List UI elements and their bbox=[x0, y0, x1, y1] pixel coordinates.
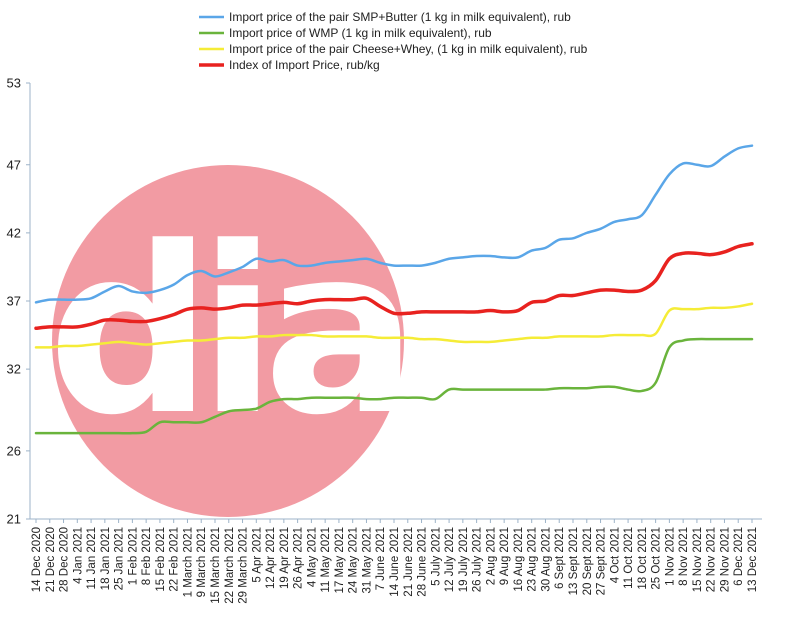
x-tick-label: 4 May 2021 bbox=[306, 527, 318, 587]
legend-entry: Import price of WMP (1 kg in milk equiva… bbox=[199, 26, 492, 40]
legend-entry: Import price of the pair Cheese+Whey, (1… bbox=[199, 42, 588, 56]
x-tick-label: 4 Oct 2021 bbox=[609, 527, 621, 583]
x-tick-label: 7 June 2021 bbox=[375, 527, 387, 590]
x-tick-label: 18 Jan 2021 bbox=[100, 527, 112, 590]
series-line-2 bbox=[34, 337, 754, 435]
x-tick-label: 21 Dec 2020 bbox=[45, 527, 57, 592]
dia-logo-watermark: dia bbox=[48, 165, 418, 517]
x-tick-label: 13 Sept 2021 bbox=[568, 527, 580, 595]
y-tick-label: 53 bbox=[7, 76, 21, 91]
series-layer bbox=[34, 144, 754, 435]
series-line-4 bbox=[34, 242, 754, 330]
x-tick-label: 18 Oct 2021 bbox=[637, 527, 649, 590]
legend-label: Import price of the pair SMP+Butter (1 k… bbox=[229, 10, 571, 24]
series-line-3 bbox=[34, 302, 754, 349]
x-tick-label: 29 March 2021 bbox=[238, 527, 250, 604]
x-tick-label: 11 May 2021 bbox=[320, 527, 332, 593]
y-tick-label: 21 bbox=[7, 512, 21, 527]
x-tick-label: 26 Apr 2021 bbox=[293, 527, 305, 589]
x-tick-label: 8 Nov 2021 bbox=[678, 527, 690, 586]
watermark-circle bbox=[52, 165, 404, 517]
x-tick-label: 30 Aug 2021 bbox=[540, 527, 552, 592]
x-tick-label: 11 Oct 2021 bbox=[623, 527, 635, 589]
x-tick-label: 19 July 2021 bbox=[458, 527, 470, 592]
x-tick-label: 15 Feb 2021 bbox=[155, 527, 167, 592]
watermark-text: dia bbox=[48, 199, 405, 466]
x-tick-label: 22 Nov 2021 bbox=[706, 527, 718, 592]
legend-entry: Index of Import Price, rub/kg bbox=[199, 58, 380, 72]
x-tick-label: 1 Nov 2021 bbox=[664, 527, 676, 586]
x-tick-label: 8 Feb 2021 bbox=[141, 527, 153, 585]
x-tick-label: 4 Jan 2021 bbox=[72, 527, 84, 584]
legend: Import price of the pair SMP+Butter (1 k… bbox=[199, 10, 588, 72]
legend-label: Import price of the pair Cheese+Whey, (1… bbox=[229, 42, 588, 56]
x-tick-label: 26 July 2021 bbox=[472, 527, 484, 592]
x-tick-label: 20 Sept 2021 bbox=[582, 527, 594, 595]
series-line-1 bbox=[34, 144, 754, 304]
x-tick-label: 1 March 2021 bbox=[182, 527, 194, 597]
x-tick-label: 19 Apr 2021 bbox=[279, 527, 291, 589]
legend-label: Index of Import Price, rub/kg bbox=[229, 58, 380, 72]
y-tick-label: 32 bbox=[7, 362, 21, 377]
x-tick-label: 6 Dec 2021 bbox=[733, 527, 745, 586]
x-tick-label: 22 Feb 2021 bbox=[169, 527, 181, 592]
x-tick-label: 16 Aug 2021 bbox=[513, 527, 525, 592]
x-tick-label: 12 Apr 2021 bbox=[265, 527, 277, 589]
x-tick-label: 29 Nov 2021 bbox=[719, 527, 731, 592]
x-tick-label: 22 March 2021 bbox=[224, 527, 236, 604]
y-tick-label: 47 bbox=[7, 157, 21, 172]
x-tick-label: 5 Apr 2021 bbox=[251, 527, 263, 583]
x-tick-label: 11 Jan 2021 bbox=[86, 527, 98, 589]
x-tick-label: 14 Dec 2020 bbox=[31, 527, 43, 592]
legend-entry: Import price of the pair SMP+Butter (1 k… bbox=[199, 10, 571, 24]
x-tick-label: 15 Nov 2021 bbox=[692, 527, 704, 592]
x-tick-label: 24 May 2021 bbox=[348, 527, 360, 594]
y-tick-label: 26 bbox=[7, 443, 21, 458]
x-tick-label: 17 May 2021 bbox=[334, 527, 346, 594]
x-tick-label: 28 June 2021 bbox=[417, 527, 429, 597]
y-tick-label: 42 bbox=[7, 225, 21, 240]
x-tick-label: 9 March 2021 bbox=[196, 527, 208, 597]
x-tick-label: 13 Dec 2021 bbox=[747, 527, 759, 592]
x-tick-label: 28 Dec 2020 bbox=[59, 527, 71, 592]
x-tick-label: 6 Sept 2021 bbox=[554, 527, 566, 589]
y-tick-label: 37 bbox=[7, 294, 21, 309]
x-tick-label: 27 Sept 2021 bbox=[596, 527, 608, 595]
x-tick-label: 5 July 2021 bbox=[430, 527, 442, 586]
x-tick-label: 1 Feb 2021 bbox=[127, 527, 139, 585]
x-tick-label: 31 May 2021 bbox=[361, 527, 373, 594]
x-tick-label: 23 Aug 2021 bbox=[527, 527, 539, 592]
legend-label: Import price of WMP (1 kg in milk equiva… bbox=[229, 26, 492, 40]
x-tick-label: 2 Aug 2021 bbox=[485, 527, 497, 585]
axes: 21 26 32 37 42 47 53 14 Dec 2020 21 Dec 2020 28 D… bbox=[7, 76, 762, 604]
x-tick-label: 14 June 2021 bbox=[389, 527, 401, 597]
x-tick-label: 12 July 2021 bbox=[444, 527, 456, 592]
x-tick-label: 9 Aug 2021 bbox=[499, 527, 511, 585]
x-tick-label: 15 March 2021 bbox=[210, 527, 222, 604]
x-tick-label: 25 Oct 2021 bbox=[651, 527, 663, 590]
x-tick-label: 25 Jan 2021 bbox=[114, 527, 126, 590]
x-tick-label: 21 June 2021 bbox=[403, 527, 415, 597]
